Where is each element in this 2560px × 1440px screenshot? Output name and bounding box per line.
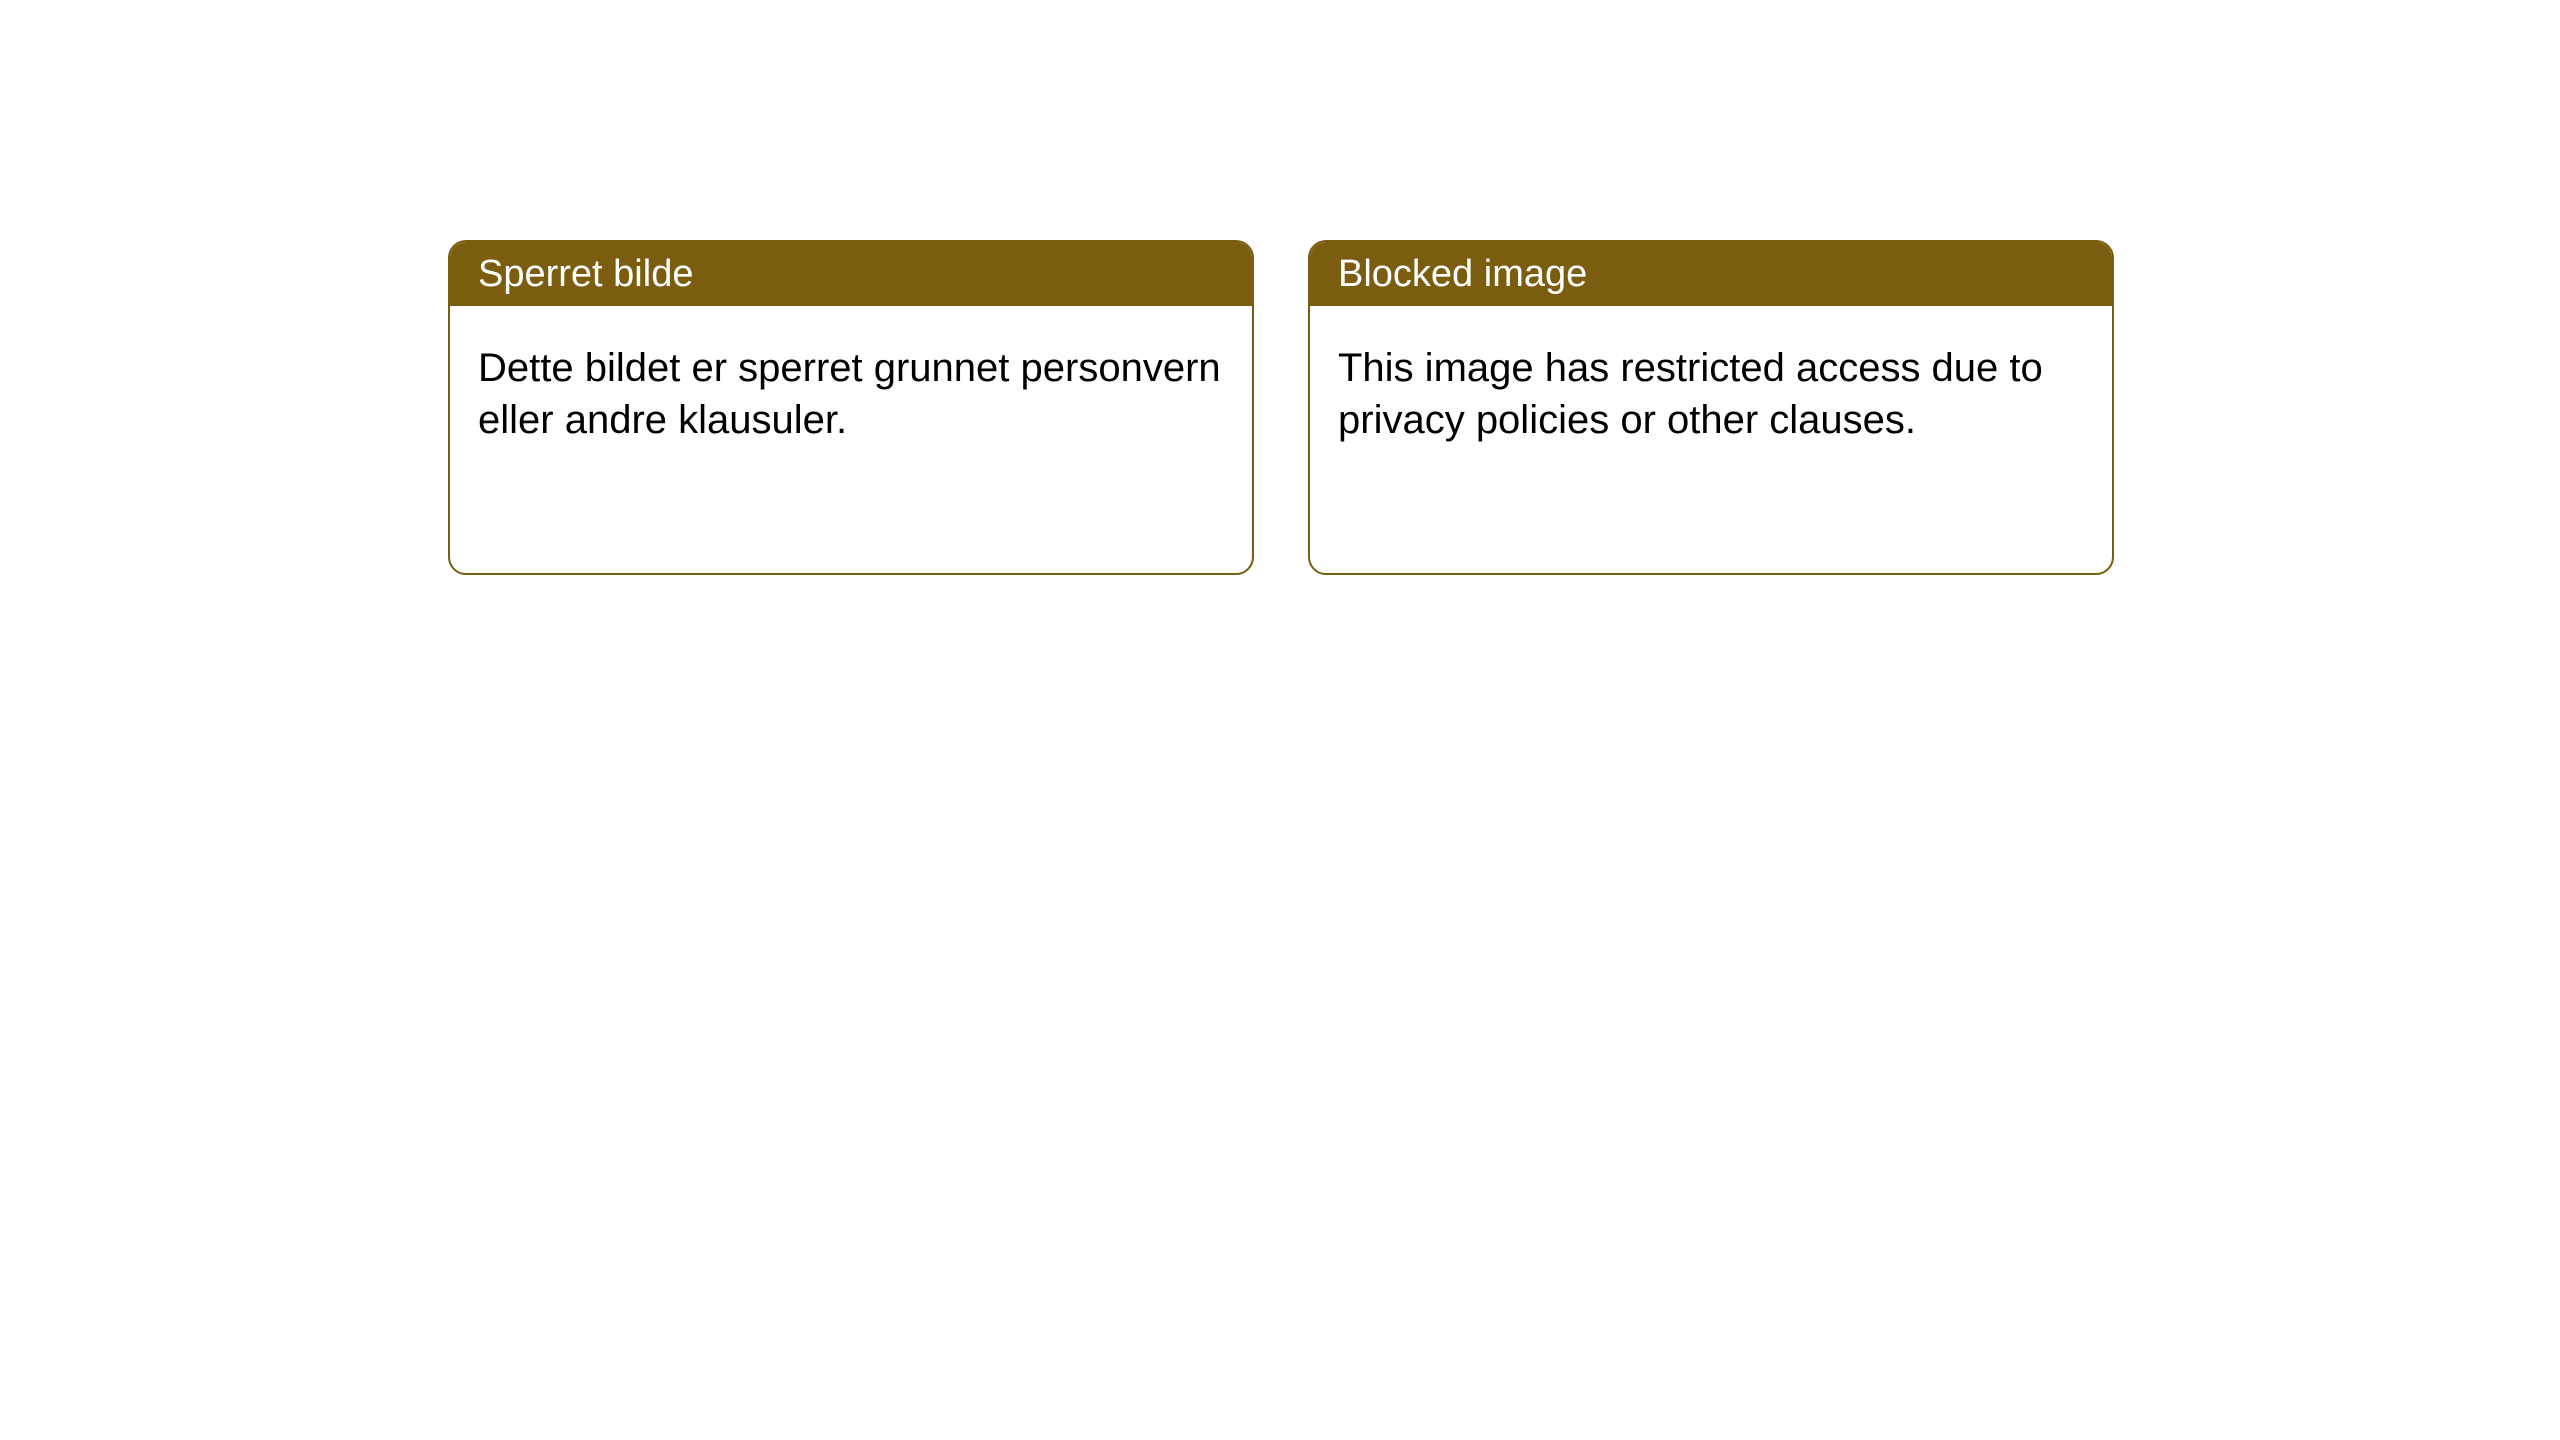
notice-title: Blocked image [1310,242,2112,306]
notice-card-norwegian: Sperret bilde Dette bildet er sperret gr… [448,240,1254,575]
notice-container: Sperret bilde Dette bildet er sperret gr… [0,0,2560,575]
notice-message: This image has restricted access due to … [1310,306,2112,482]
notice-card-english: Blocked image This image has restricted … [1308,240,2114,575]
notice-title: Sperret bilde [450,242,1252,306]
notice-message: Dette bildet er sperret grunnet personve… [450,306,1252,482]
